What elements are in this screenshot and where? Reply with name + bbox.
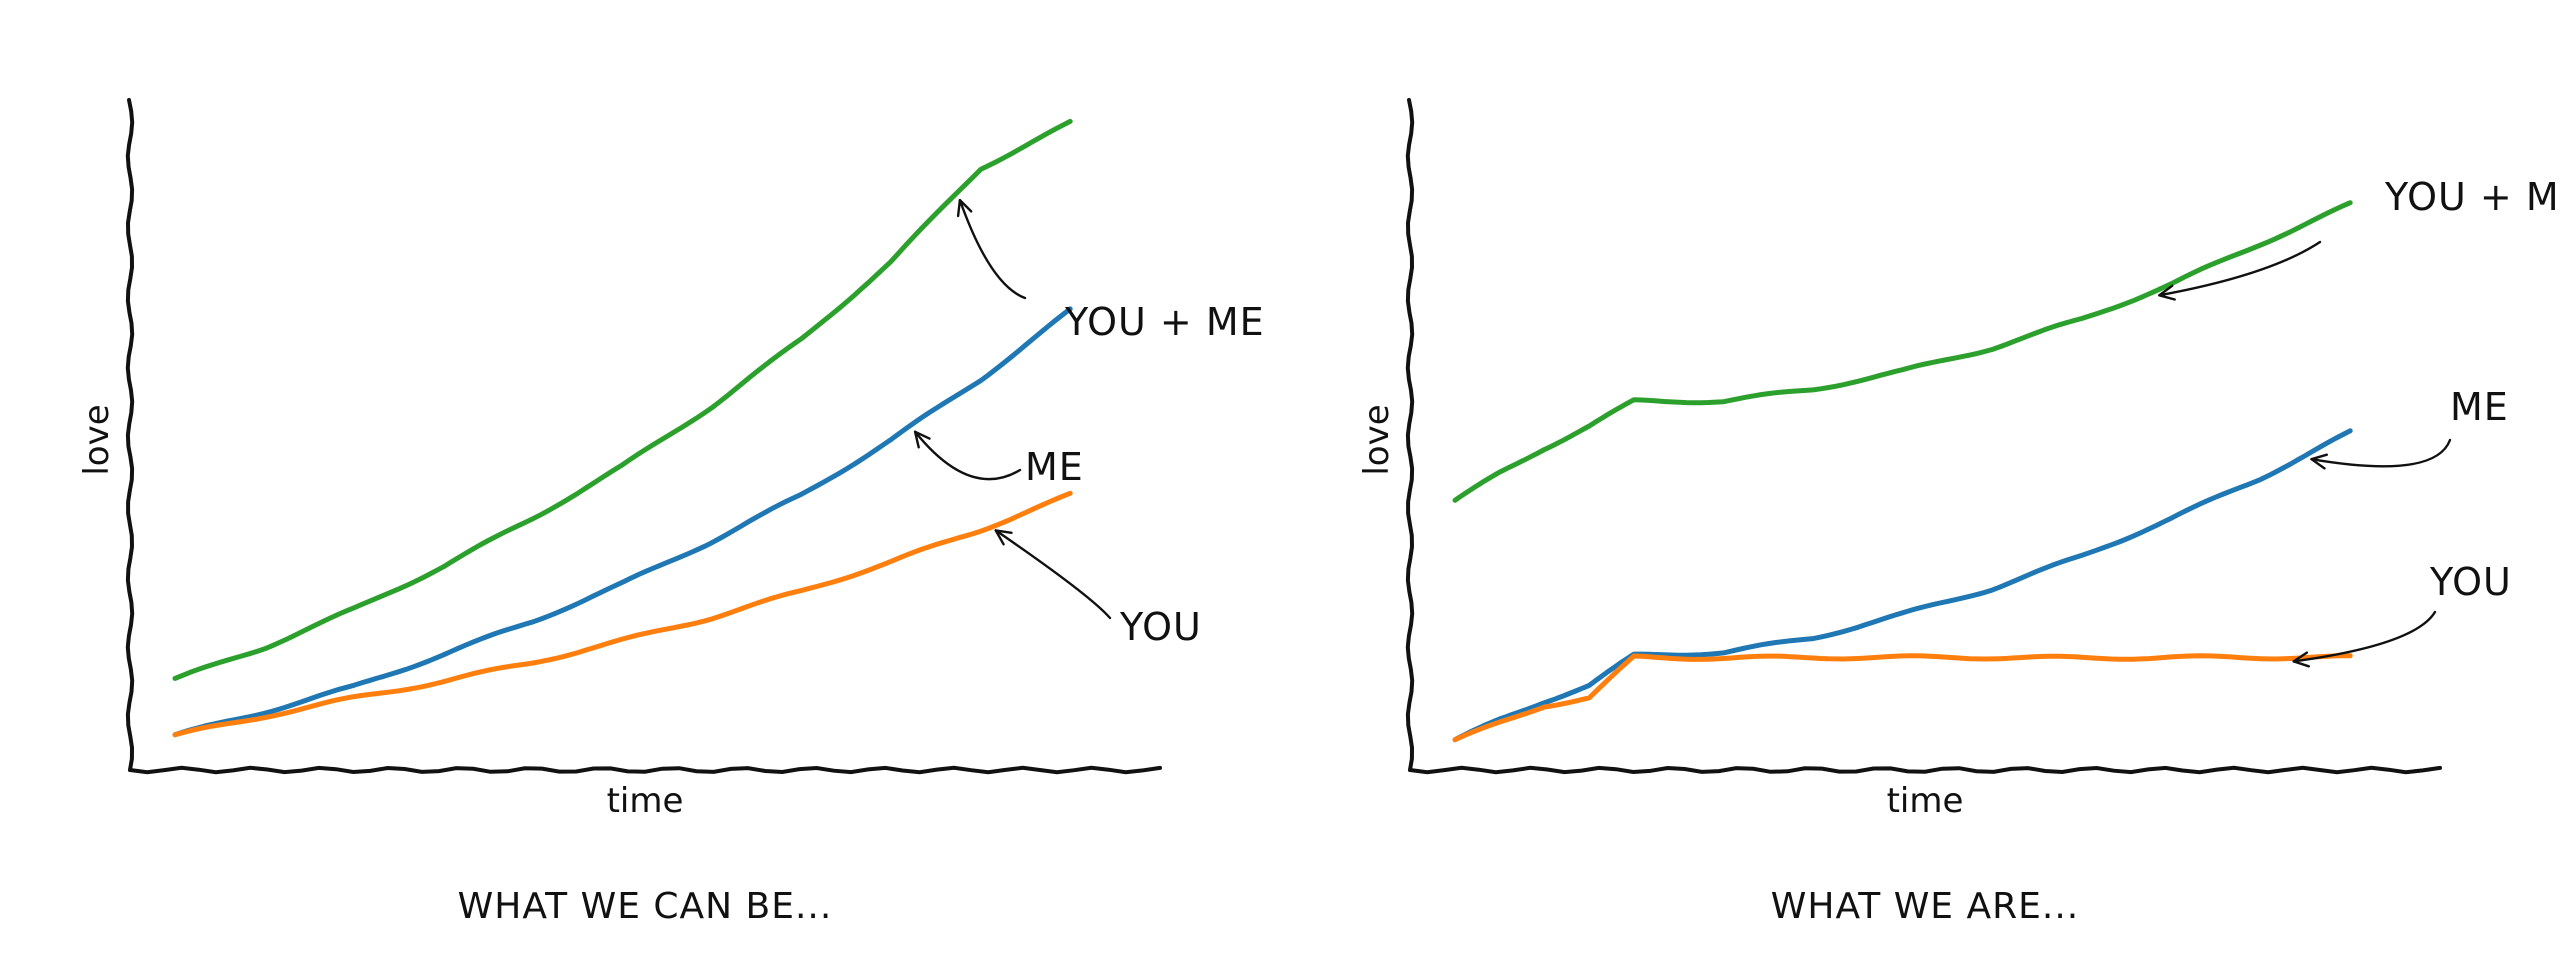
annotation-arrow xyxy=(2292,610,2437,663)
chart-title: WHAT WE ARE... xyxy=(1771,886,2079,927)
series-line-me xyxy=(172,306,1073,738)
y-axis-line xyxy=(1405,98,1415,772)
y-axis-label: love xyxy=(1357,404,1397,475)
y-axis-line xyxy=(125,98,135,772)
annotation-arrow xyxy=(2158,240,2322,297)
x-axis-line xyxy=(1408,765,2442,775)
annotation-label: YOU + ME xyxy=(2384,175,2560,219)
annotation-arrow xyxy=(958,198,1027,300)
series-line-you xyxy=(172,490,1073,738)
annotation-label: YOU + ME xyxy=(1064,300,1265,344)
annotation-arrow xyxy=(913,430,1022,481)
chart-right-svg: love time WHAT WE ARE... YOU + ME ME YOU xyxy=(1357,98,2560,927)
annotation-arrowhead xyxy=(994,529,1013,546)
chart-panel-left: love time WHAT WE CAN BE... YOU + ME ME YO… xyxy=(77,90,1290,927)
y-axis-label: love xyxy=(77,404,117,475)
chart-left-svg: love time WHAT WE CAN BE... YOU + ME ME YO… xyxy=(77,98,1265,927)
series-line-you xyxy=(1452,653,2353,743)
series-line-me xyxy=(1452,428,2353,743)
annotation-arrowhead xyxy=(913,430,931,449)
annotation-arrow xyxy=(2310,438,2452,468)
x-axis-label: time xyxy=(1887,781,1964,821)
annotation-label: ME xyxy=(2450,385,2509,429)
annotation-label: YOU xyxy=(2429,560,2512,604)
chart-panel-right: love time WHAT WE ARE... YOU + ME ME YOU xyxy=(1357,90,2560,927)
annotation-arrowhead xyxy=(2158,284,2176,301)
annotation-arrowhead xyxy=(2310,453,2328,470)
annotation-arrow xyxy=(994,529,1112,620)
annotation-label: ME xyxy=(1025,445,1084,489)
annotation-label: YOU xyxy=(1119,605,1202,649)
x-axis-label: time xyxy=(607,781,684,821)
x-axis-line xyxy=(128,765,1162,775)
annotation-arrowhead xyxy=(956,198,973,218)
chart-title: WHAT WE CAN BE... xyxy=(458,886,833,927)
series-line-you-me xyxy=(1452,200,2353,503)
series-line-you-me xyxy=(172,118,1073,681)
annotation-arrowhead xyxy=(2292,651,2310,668)
